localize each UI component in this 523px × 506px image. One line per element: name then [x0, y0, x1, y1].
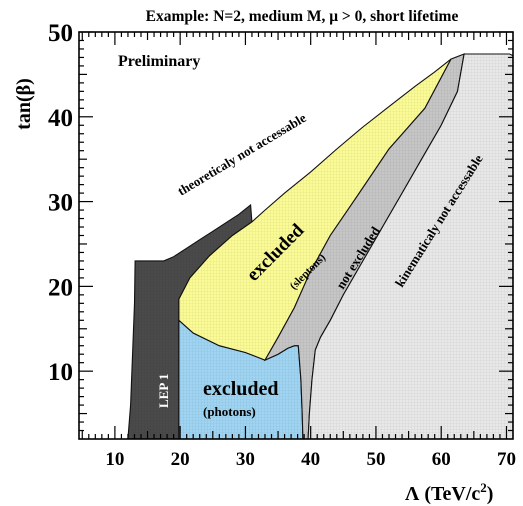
y-tick-label: 10: [48, 359, 73, 386]
region-photons-texture: [178, 320, 303, 439]
annotation-preliminary: Preliminary: [118, 53, 200, 70]
axis-ticks: 10 20 30 40 50 60 70 10 20 30 40 50: [48, 20, 516, 470]
chart-title: Example: N=2, medium M, μ > 0, short lif…: [146, 8, 459, 25]
region-sleptons-texture: [178, 59, 451, 361]
x-axis-label: Λ (TeV/c2): [405, 480, 493, 505]
region-kinematic-texture: [308, 54, 513, 439]
y-tick-label: 20: [48, 274, 73, 301]
x-axis-label-sup: 2: [480, 480, 487, 495]
y-tick-label: 30: [48, 190, 73, 217]
label-photons-sub: (photons): [203, 404, 256, 419]
x-tick-label: 30: [236, 449, 255, 470]
y-tick-label: 40: [48, 105, 73, 132]
region-not_excluded-texture: [265, 54, 465, 439]
x-axis-label-close: ): [487, 483, 494, 505]
regions-layer: [127, 53, 513, 439]
label-photons-main: excluded: [203, 378, 279, 400]
region-lep1-texture: [127, 205, 252, 439]
label-lep1: LEP 1: [156, 374, 171, 408]
x-tick-label: 20: [171, 449, 190, 470]
annotation-theoretical: theoreticaly not accessable: [175, 110, 309, 199]
x-tick-label: 40: [301, 449, 320, 470]
x-tick-label: 10: [105, 449, 124, 470]
x-axis-label-base: Λ (TeV/c: [405, 483, 480, 505]
x-tick-label: 60: [432, 449, 451, 470]
y-tick-label: 50: [48, 20, 73, 47]
x-tick-label: 70: [497, 449, 516, 470]
y-axis-label: tan(β): [13, 78, 35, 130]
x-tick-label: 50: [366, 449, 385, 470]
